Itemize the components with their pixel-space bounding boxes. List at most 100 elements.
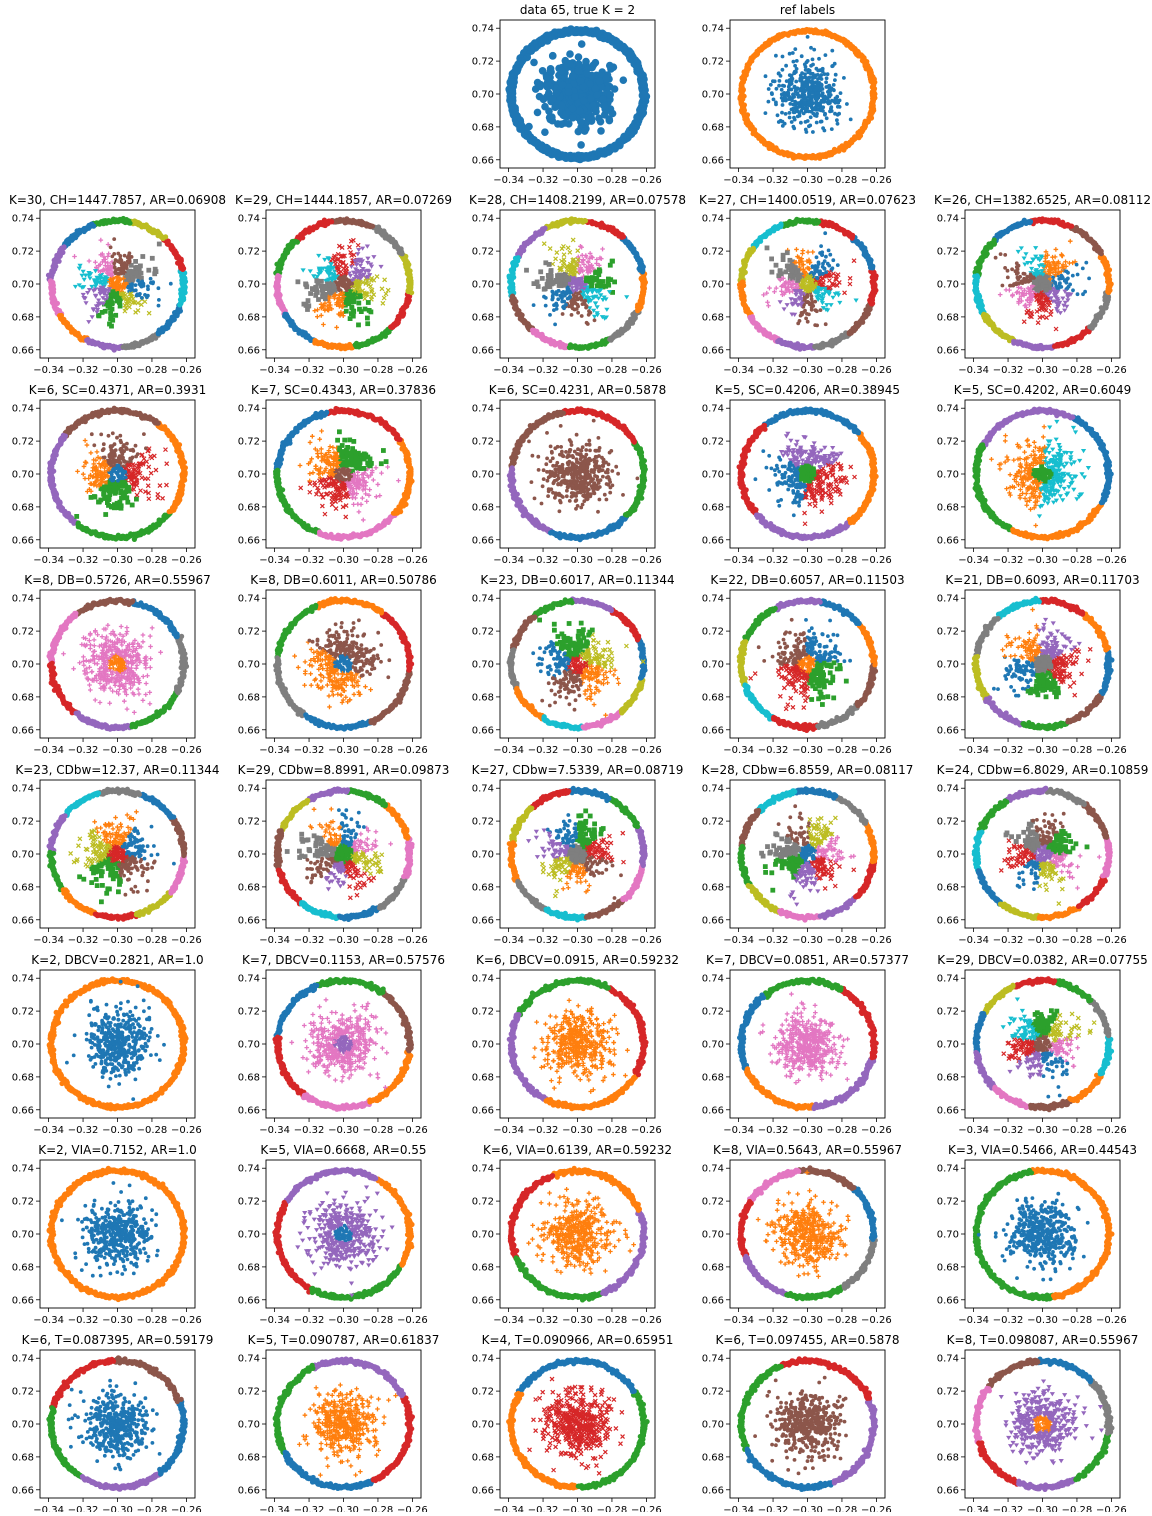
x-tick-label: −0.34 (723, 175, 754, 186)
center-point (788, 116, 792, 120)
center-point (530, 59, 538, 67)
y-tick-label: 0.74 (12, 214, 34, 225)
center-point (772, 98, 776, 102)
center-point (93, 260, 98, 265)
center-point (620, 76, 628, 84)
y-tick-label: 0.74 (702, 24, 724, 35)
center-point (541, 128, 549, 136)
subplot-0-3: −0.34−0.32−0.30−0.28−0.260.660.680.700.7… (702, 3, 892, 186)
x-tick-label: −0.28 (137, 365, 168, 376)
center-point (344, 309, 349, 314)
center-point (151, 280, 155, 284)
center-point (331, 284, 336, 289)
center-point (802, 93, 806, 97)
center-point (781, 84, 785, 88)
center-point (140, 285, 144, 289)
center-point (781, 103, 785, 107)
center-point (581, 127, 589, 135)
y-tick-label: 0.74 (472, 214, 494, 225)
center-point (301, 268, 306, 272)
center-point (366, 300, 371, 305)
center-point (344, 298, 349, 303)
center-point (136, 279, 140, 283)
center-point (113, 266, 117, 270)
center-point (797, 101, 801, 105)
center-point (805, 60, 809, 64)
center-point (836, 105, 840, 109)
y-tick-label: 0.72 (702, 57, 724, 68)
center-point (548, 313, 552, 317)
center-point (788, 102, 792, 106)
center-point (350, 282, 354, 286)
plot-area (737, 27, 877, 161)
center-point (378, 265, 383, 269)
center-point (551, 280, 556, 285)
ring-point (182, 282, 187, 287)
center-point (304, 303, 309, 308)
center-point (590, 255, 595, 260)
center-point (827, 85, 831, 89)
center-point (110, 255, 114, 259)
center-point (542, 242, 546, 246)
center-point (140, 280, 144, 284)
x-tick-label: −0.28 (827, 175, 858, 186)
center-point (830, 99, 834, 103)
center-point (559, 81, 567, 89)
x-tick-label: −0.32 (528, 365, 559, 376)
center-point (825, 116, 829, 120)
center-point (788, 111, 792, 115)
center-point (371, 255, 376, 259)
center-point (322, 258, 327, 262)
center-point (558, 120, 566, 128)
center-point (86, 320, 91, 324)
center-point (356, 301, 361, 306)
center-point (593, 318, 597, 322)
center-point (146, 268, 151, 273)
center-point (85, 291, 90, 295)
y-tick-label: 0.72 (472, 57, 494, 68)
center-point (812, 107, 816, 111)
center-point (81, 270, 86, 274)
center-point (382, 296, 386, 300)
center-point (845, 102, 849, 106)
x-tick-label: −0.26 (631, 175, 662, 186)
subplot-1-1: −0.34−0.32−0.30−0.28−0.260.660.680.700.7… (235, 193, 452, 376)
center-point (315, 290, 320, 295)
center-point (830, 127, 834, 131)
center-point (569, 72, 577, 80)
center-point (788, 82, 792, 86)
center-point (818, 76, 822, 80)
center-point (114, 292, 119, 297)
center-point (169, 282, 173, 286)
center-point (803, 72, 807, 76)
center-point (807, 86, 811, 90)
center-point (566, 50, 574, 58)
center-point (580, 314, 584, 318)
center-point (612, 280, 617, 285)
center-point (769, 83, 773, 87)
center-point (147, 311, 151, 315)
center-point (540, 276, 545, 281)
center-point (114, 258, 118, 262)
ring-point (640, 91, 648, 99)
center-point (589, 283, 594, 288)
center-point (806, 119, 810, 123)
subplot-title: data 65, true K = 2 (520, 3, 635, 17)
center-point (783, 93, 787, 97)
center-point (384, 292, 388, 296)
center-point (544, 304, 548, 308)
center-point (585, 304, 589, 308)
center-point (356, 248, 361, 252)
center-point (819, 108, 823, 112)
center-point (822, 100, 826, 104)
center-point (109, 245, 113, 249)
center-point (109, 300, 114, 305)
x-tick-label: −0.32 (758, 175, 789, 186)
y-tick-label: 0.68 (472, 122, 494, 133)
center-point (576, 107, 584, 115)
center-point (569, 114, 577, 122)
center-point (806, 35, 810, 39)
center-point (828, 110, 832, 114)
center-point (798, 114, 802, 118)
center-point (771, 79, 775, 83)
